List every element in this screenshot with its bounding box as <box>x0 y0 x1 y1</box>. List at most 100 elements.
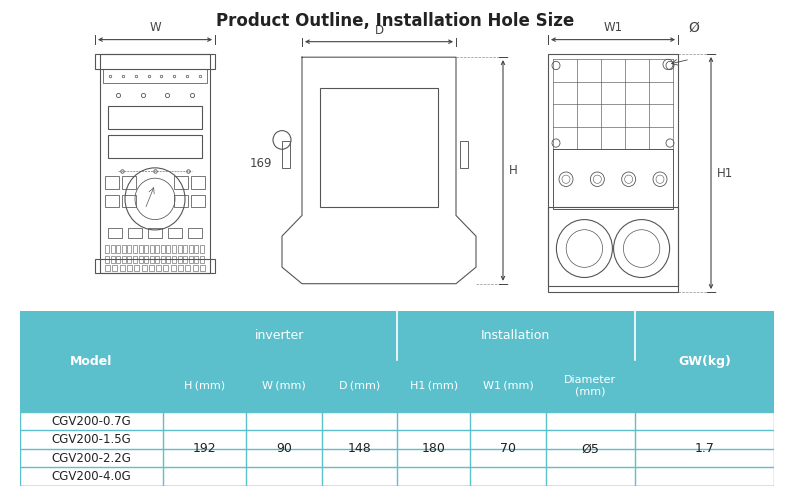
Bar <box>133 256 137 263</box>
Text: Product Outline, Installation Hole Size: Product Outline, Installation Hole Size <box>216 12 574 31</box>
Bar <box>172 256 176 263</box>
Bar <box>193 265 198 271</box>
Bar <box>127 256 131 263</box>
Bar <box>548 54 678 292</box>
Bar <box>553 149 673 209</box>
Bar <box>150 256 154 263</box>
Bar <box>161 256 165 263</box>
Bar <box>111 256 115 263</box>
Bar <box>194 246 198 253</box>
Bar <box>116 246 120 253</box>
Bar <box>186 265 190 271</box>
Bar <box>127 246 131 253</box>
Bar <box>138 256 142 263</box>
Text: CGV200-0.7G: CGV200-0.7G <box>51 415 131 428</box>
Bar <box>122 195 136 207</box>
Text: Model: Model <box>70 355 113 368</box>
Bar <box>200 246 204 253</box>
Bar <box>191 176 205 188</box>
Bar <box>100 54 210 273</box>
Bar <box>156 256 160 263</box>
Bar <box>189 256 193 263</box>
Text: W (mm): W (mm) <box>262 381 306 391</box>
Bar <box>156 246 160 253</box>
Bar <box>161 246 165 253</box>
Bar <box>133 246 137 253</box>
Bar <box>164 265 168 271</box>
Bar <box>116 256 120 263</box>
Bar <box>20 311 774 359</box>
Text: Diameter
(mm): Diameter (mm) <box>564 375 616 397</box>
Bar <box>183 246 187 253</box>
Text: H (mm): H (mm) <box>184 381 225 391</box>
Bar <box>282 141 290 168</box>
Bar <box>108 106 202 129</box>
Text: 90: 90 <box>276 442 292 456</box>
Bar <box>108 228 122 238</box>
Bar <box>105 195 119 207</box>
Text: 148: 148 <box>348 442 371 456</box>
Bar <box>105 265 110 271</box>
Bar <box>188 228 202 238</box>
Bar <box>105 256 109 263</box>
Text: GW(kg): GW(kg) <box>678 355 731 368</box>
Text: D: D <box>374 24 384 36</box>
Bar <box>148 228 162 238</box>
Bar <box>20 359 774 412</box>
Bar <box>178 256 182 263</box>
Text: Ø: Ø <box>689 20 699 35</box>
Bar <box>200 256 204 263</box>
Bar <box>167 246 171 253</box>
Text: H1: H1 <box>717 167 733 179</box>
Bar <box>128 228 142 238</box>
Bar <box>156 265 161 271</box>
Bar <box>119 265 125 271</box>
Text: CGV200-1.5G: CGV200-1.5G <box>51 433 131 446</box>
Bar <box>122 256 126 263</box>
Text: Installation: Installation <box>481 329 551 342</box>
Bar <box>174 195 188 207</box>
Text: 169: 169 <box>250 157 272 170</box>
Bar <box>127 265 132 271</box>
Text: H: H <box>509 164 517 177</box>
Bar <box>122 246 126 253</box>
Text: H1 (mm): H1 (mm) <box>409 381 457 391</box>
Bar <box>171 265 175 271</box>
Bar <box>112 265 117 271</box>
Bar <box>105 246 109 253</box>
Bar <box>144 256 148 263</box>
Bar <box>150 246 154 253</box>
Bar <box>194 256 198 263</box>
Bar <box>191 195 205 207</box>
Text: D (mm): D (mm) <box>339 381 380 391</box>
Bar <box>320 88 438 207</box>
Bar <box>122 176 136 188</box>
Text: 70: 70 <box>500 442 516 456</box>
Text: W: W <box>149 21 161 35</box>
Text: CGV200-2.2G: CGV200-2.2G <box>51 452 131 464</box>
Text: CGV200-4.0G: CGV200-4.0G <box>51 470 131 483</box>
Bar <box>548 207 678 286</box>
Bar <box>95 259 215 273</box>
Text: inverter: inverter <box>255 329 305 342</box>
Text: Ø5: Ø5 <box>581 442 599 456</box>
Bar <box>111 246 115 253</box>
Text: W1 (mm): W1 (mm) <box>483 381 533 391</box>
Bar <box>95 54 215 69</box>
Bar <box>108 135 202 158</box>
Bar <box>174 176 188 188</box>
Bar <box>103 69 207 83</box>
Bar <box>20 412 774 486</box>
Bar <box>144 246 148 253</box>
Bar <box>168 228 182 238</box>
Bar <box>189 246 193 253</box>
Bar <box>134 265 139 271</box>
Text: W1: W1 <box>604 21 623 35</box>
Bar <box>167 256 171 263</box>
Bar <box>141 265 146 271</box>
Text: 1.7: 1.7 <box>694 442 714 456</box>
Bar <box>178 246 182 253</box>
Text: 180: 180 <box>422 442 446 456</box>
Bar <box>200 265 205 271</box>
Bar <box>162 311 164 412</box>
